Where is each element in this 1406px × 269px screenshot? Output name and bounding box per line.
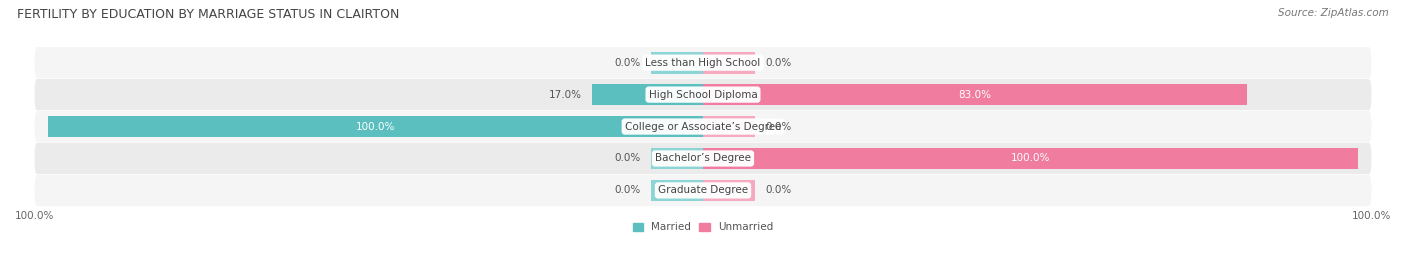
Text: 0.0%: 0.0%	[765, 185, 792, 195]
Text: Graduate Degree: Graduate Degree	[658, 185, 748, 195]
Bar	[651, 148, 703, 169]
Legend: Married, Unmarried: Married, Unmarried	[628, 218, 778, 236]
Bar	[651, 179, 703, 201]
Text: FERTILITY BY EDUCATION BY MARRIAGE STATUS IN CLAIRTON: FERTILITY BY EDUCATION BY MARRIAGE STATU…	[17, 8, 399, 21]
FancyBboxPatch shape	[35, 175, 1371, 206]
FancyBboxPatch shape	[35, 143, 1371, 174]
Bar	[703, 84, 1247, 105]
Text: 0.0%: 0.0%	[614, 58, 641, 68]
Text: 0.0%: 0.0%	[614, 185, 641, 195]
Text: 100.0%: 100.0%	[356, 122, 395, 132]
FancyBboxPatch shape	[35, 47, 1371, 78]
Text: 17.0%: 17.0%	[548, 90, 582, 100]
Text: Less than High School: Less than High School	[645, 58, 761, 68]
Bar	[703, 148, 1358, 169]
Bar	[592, 84, 703, 105]
Text: High School Diploma: High School Diploma	[648, 90, 758, 100]
Text: 100.0%: 100.0%	[15, 211, 55, 221]
Bar	[703, 116, 755, 137]
Bar	[703, 179, 755, 201]
Bar	[48, 116, 703, 137]
Text: 100.0%: 100.0%	[1011, 154, 1050, 164]
Text: 0.0%: 0.0%	[614, 154, 641, 164]
Text: College or Associate’s Degree: College or Associate’s Degree	[624, 122, 782, 132]
FancyBboxPatch shape	[35, 79, 1371, 110]
Text: 0.0%: 0.0%	[765, 122, 792, 132]
Text: Bachelor’s Degree: Bachelor’s Degree	[655, 154, 751, 164]
Text: 0.0%: 0.0%	[765, 58, 792, 68]
Text: 83.0%: 83.0%	[959, 90, 991, 100]
Text: Source: ZipAtlas.com: Source: ZipAtlas.com	[1278, 8, 1389, 18]
FancyBboxPatch shape	[35, 111, 1371, 142]
Bar	[703, 52, 755, 73]
Bar	[651, 52, 703, 73]
Text: 100.0%: 100.0%	[1351, 211, 1391, 221]
